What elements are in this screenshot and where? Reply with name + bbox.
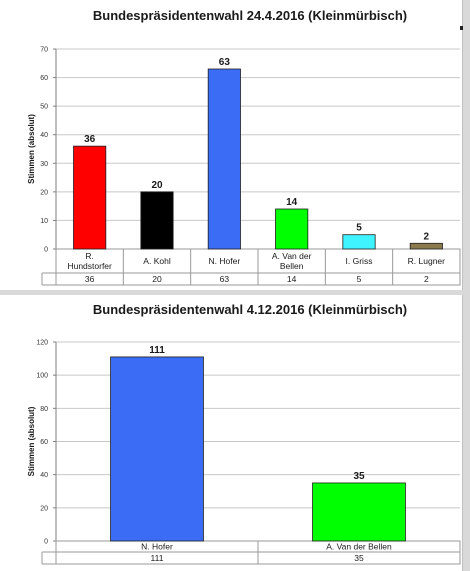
chart2-ytick-label-60: 60 [40, 439, 48, 446]
chart1-bar-5 [409, 242, 443, 250]
chart1-table-value-0: 36 [85, 274, 95, 284]
chart2-bar-0 [110, 356, 204, 542]
chart1-data-label-5: 2 [424, 231, 430, 242]
chart2-ytick-label-120: 120 [36, 340, 48, 347]
chart2-ytick-label-40: 40 [40, 472, 48, 479]
chart1-category-label-4-0: I. Griss [346, 256, 373, 266]
chart2-table-value-1: 35 [354, 553, 364, 563]
chart1-ytick-label-70: 70 [40, 47, 48, 54]
chart2-y-axis-label: Stimmen (absolut) [27, 406, 36, 476]
chart2-category-label-1-0: A. Van der Bellen [326, 542, 392, 552]
chart1-y-axis-label: Stimmen (absolut) [27, 114, 36, 184]
chart1-bar-4 [342, 234, 376, 250]
chart1-ytick-label-0: 0 [44, 247, 48, 254]
chart-panel-first-round: Bundespräsidentenwahl 24.4.2016 (Kleinmü… [0, 0, 463, 290]
chart2-ytick-label-20: 20 [40, 505, 48, 512]
chart1-category-label-3-1: Bellen [280, 261, 304, 271]
chart2-ytick-label-100: 100 [36, 373, 48, 380]
chart2-category-label-0-0: N. Hofer [141, 542, 173, 552]
chart-panel-runoff: Bundespräsidentenwahl 4.12.2016 (Kleinmü… [0, 295, 463, 571]
chart1-bar-3 [275, 208, 309, 250]
chart2-title: Bundespräsidentenwahl 4.12.2016 (Kleinmü… [93, 302, 407, 317]
chart1-category-label-0-1: Hundstorfer [67, 261, 112, 271]
chart1-table-value-1: 20 [152, 274, 162, 284]
chart1-data-label-4: 5 [356, 223, 362, 234]
chart2-table-value-0: 111 [151, 553, 164, 563]
chart1-ytick-label-10: 10 [40, 218, 48, 225]
chart2-ytick-label-80: 80 [40, 406, 48, 413]
chart1-data-label-3: 14 [286, 197, 298, 208]
chart1-table-value-2: 63 [220, 274, 230, 284]
chart1-table-value-4: 5 [357, 274, 362, 284]
chart1-bar-1 [140, 191, 174, 250]
chart1-table-value-5: 2 [424, 274, 429, 284]
chart1-ytick-label-30: 30 [40, 161, 48, 168]
chart1-data-label-0: 36 [84, 134, 96, 145]
edge-mark [460, 26, 463, 30]
chart1-category-label-5-0: R. Lugner [408, 256, 445, 266]
chart2-data-label-1: 35 [353, 471, 365, 482]
chart1-category-label-2-0: N. Hofer [209, 256, 241, 266]
chart1-data-label-2: 63 [219, 57, 231, 68]
chart2-ytick-label-0: 0 [44, 539, 48, 546]
chart1-title: Bundespräsidentenwahl 24.4.2016 (Kleinmü… [93, 8, 407, 23]
chart1-category-label-0-0: R. [85, 251, 94, 261]
chart2-bar-1 [312, 482, 406, 542]
chart1-ytick-label-50: 50 [40, 104, 48, 111]
chart1-table-value-3: 14 [287, 274, 297, 284]
chart1-category-label-3-0: A. Van der [272, 251, 312, 261]
chart2-data-label-0: 111 [149, 345, 165, 356]
chart-first-round: Bundespräsidentenwahl 24.4.2016 (Kleinmü… [27, 8, 461, 286]
chart1-ytick-label-60: 60 [40, 75, 48, 82]
chart1-bar-2 [207, 68, 241, 250]
chart1-ytick-label-20: 20 [40, 189, 48, 196]
chart1-bar-0 [73, 145, 107, 250]
chart1-ytick-label-40: 40 [40, 132, 48, 139]
chart1-category-label-1-0: A. Kohl [143, 256, 171, 266]
chart-runoff: Bundespräsidentenwahl 4.12.2016 (Kleinmü… [27, 302, 461, 565]
chart1-data-label-1: 20 [151, 180, 163, 191]
